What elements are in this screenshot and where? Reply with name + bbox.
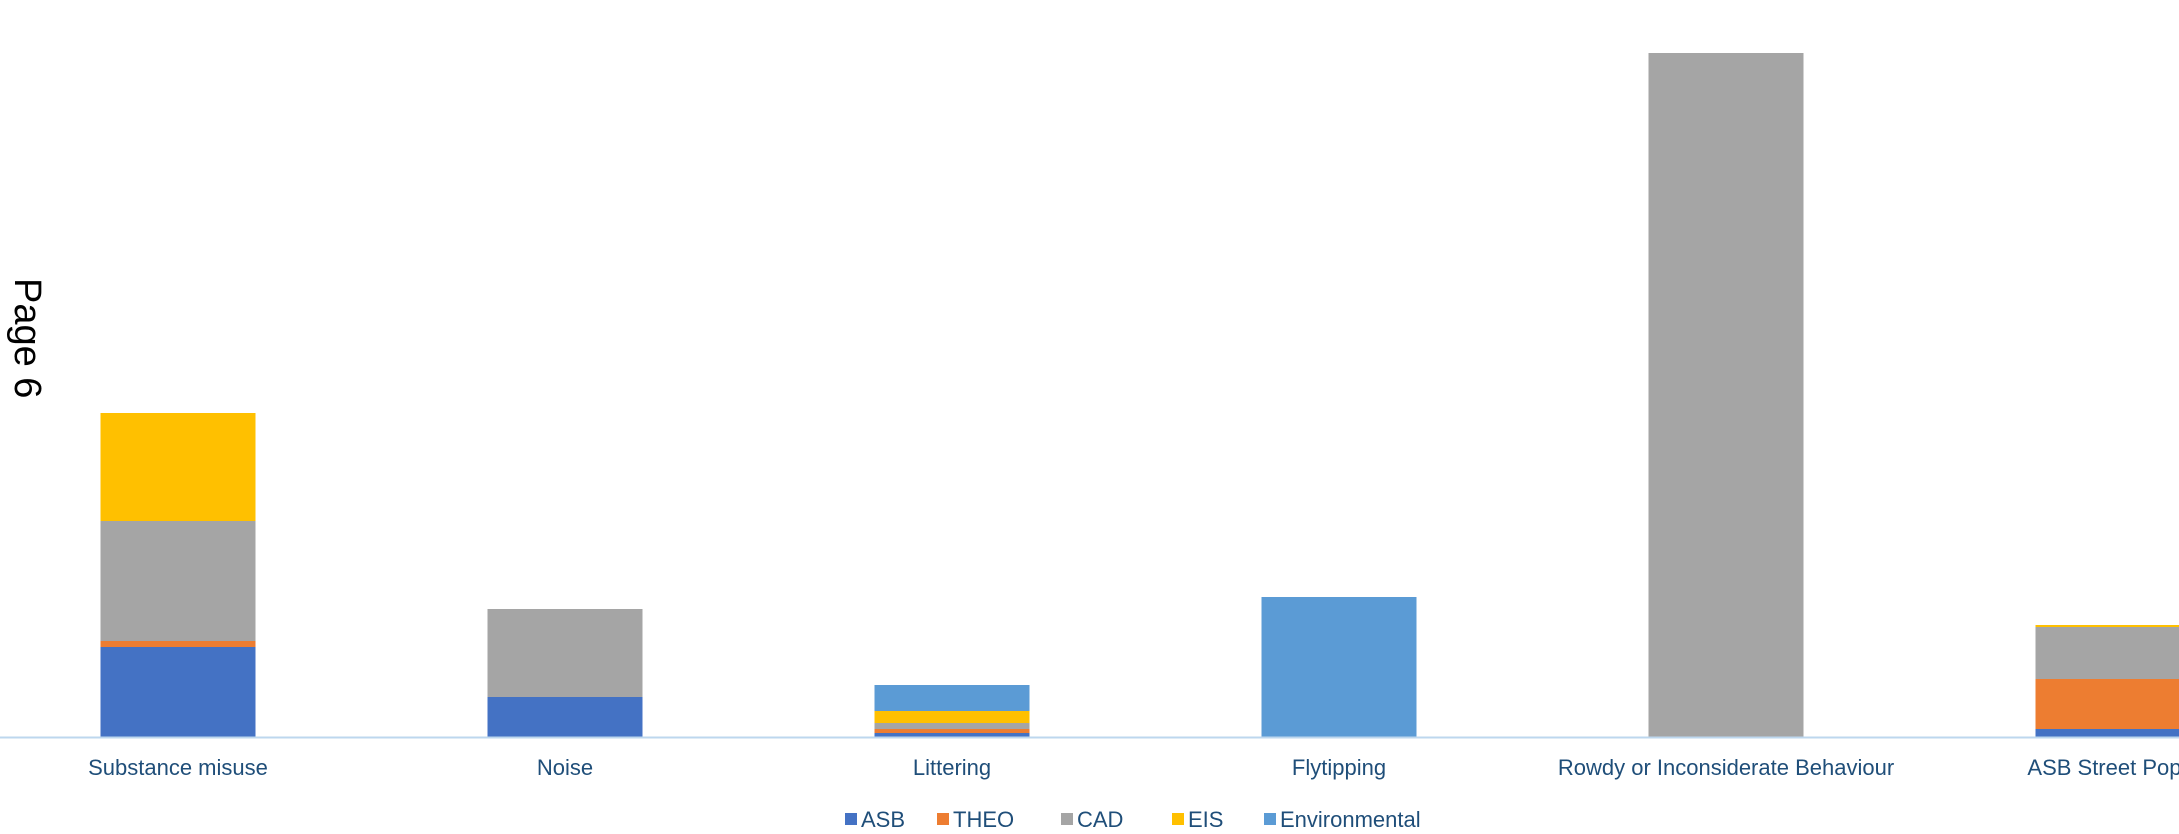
bar-segment-theo-2 bbox=[874, 729, 1030, 733]
bar-segment-cad-0 bbox=[100, 521, 256, 641]
x-tick-label: Rowdy or Inconsiderate Behaviour bbox=[1558, 755, 1894, 780]
legend-swatch-asb bbox=[845, 813, 857, 825]
bar-segment-cad-1 bbox=[487, 609, 643, 697]
legend-label-cad: CAD bbox=[1077, 807, 1123, 832]
bar-segment-theo-5 bbox=[2035, 679, 2179, 729]
bar-segment-cad-4 bbox=[1648, 53, 1804, 737]
x-tick-label: Flytipping bbox=[1292, 755, 1386, 780]
legend-swatch-eis bbox=[1172, 813, 1184, 825]
x-tick-label: Littering bbox=[913, 755, 991, 780]
bar-segment-asb-1 bbox=[487, 697, 643, 737]
legend-swatch-environmental bbox=[1264, 813, 1276, 825]
legend-label-theo: THEO bbox=[953, 807, 1014, 832]
x-tick-label: ASB Street Popul bbox=[2027, 755, 2179, 780]
legend-swatch-cad bbox=[1061, 813, 1073, 825]
bar-segment-eis-5 bbox=[2035, 625, 2179, 627]
bar-segment-environmental-2 bbox=[874, 685, 1030, 711]
bar-segment-cad-2 bbox=[874, 723, 1030, 729]
bar-segment-cad-5 bbox=[2035, 627, 2179, 679]
legend-swatch-theo bbox=[937, 813, 949, 825]
bars-layer bbox=[100, 53, 2179, 737]
x-tick-label: Noise bbox=[537, 755, 593, 780]
x-tick-label: Substance misuse bbox=[88, 755, 268, 780]
bar-segment-asb-2 bbox=[874, 733, 1030, 737]
bar-segment-eis-0 bbox=[100, 413, 256, 521]
bar-segment-environmental-3 bbox=[1261, 597, 1417, 737]
bar-segment-asb-5 bbox=[2035, 729, 2179, 737]
legend-label-environmental: Environmental bbox=[1280, 807, 1421, 832]
legend: ASB THEO CAD EIS Environmental bbox=[845, 807, 1421, 832]
legend-label-eis: EIS bbox=[1188, 807, 1223, 832]
legend-label-asb: ASB bbox=[861, 807, 905, 832]
bar-segment-theo-0 bbox=[100, 641, 256, 647]
bar-segment-eis-2 bbox=[874, 711, 1030, 723]
x-tick-labels: Substance misuse Noise Littering Flytipping… bbox=[88, 755, 2179, 780]
bar-segment-asb-0 bbox=[100, 647, 256, 737]
